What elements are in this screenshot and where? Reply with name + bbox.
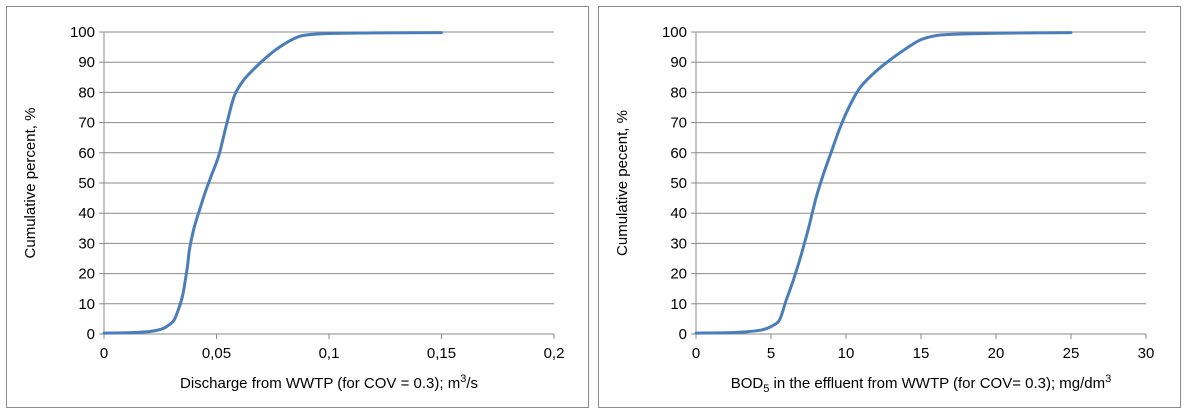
y-tick-label: 100 bbox=[662, 24, 687, 41]
x-axis-title: Discharge from WWTP (for COV = 0.3); m3/… bbox=[180, 373, 478, 392]
y-tick-label: 30 bbox=[78, 235, 95, 252]
x-axis-title-main: in the effluent from WWTP (for COV= 0.3)… bbox=[769, 375, 1105, 392]
series-line bbox=[102, 31, 443, 335]
y-tick-label: 70 bbox=[78, 115, 95, 132]
y-tick-label: 100 bbox=[70, 24, 95, 41]
series-line bbox=[694, 31, 1073, 335]
x-tick-label: 30 bbox=[1138, 345, 1155, 362]
x-tick-label: 0 bbox=[692, 345, 700, 362]
y-tick-label: 0 bbox=[679, 326, 687, 343]
x-tick-label: 25 bbox=[1063, 345, 1080, 362]
x-axis-title-superscript: 3 bbox=[460, 373, 466, 385]
x-tick-label: 10 bbox=[838, 345, 855, 362]
x-tick-label: 0,2 bbox=[544, 345, 565, 362]
y-tick-label: 50 bbox=[78, 175, 95, 192]
x-tick-label: 15 bbox=[913, 345, 930, 362]
chart-discharge: 0 10 20 30 40 50 60 70 80 90 100 0 0,05 0,1 0,15 0,2 Cum… bbox=[22, 24, 565, 392]
y-tick-label: 50 bbox=[670, 175, 687, 192]
y-tick-label: 80 bbox=[670, 84, 687, 101]
x-tick-label: 0,05 bbox=[202, 345, 231, 362]
x-tick-label: 0,1 bbox=[319, 345, 340, 362]
x-tick-label: 20 bbox=[988, 345, 1005, 362]
y-tick-label: 10 bbox=[670, 296, 687, 313]
chart-panel-bod5: 0 10 20 30 40 50 60 70 80 90 100 0 5 10 15 20 25 30 Cumula… bbox=[598, 6, 1181, 408]
x-axis-title-superscript: 3 bbox=[1105, 373, 1111, 385]
y-tick-label: 20 bbox=[670, 266, 687, 283]
x-tick-label: 0 bbox=[100, 345, 108, 362]
y-axis-title: Cumulative percent, % bbox=[22, 108, 39, 259]
chart-bod5: 0 10 20 30 40 50 60 70 80 90 100 0 5 10 15 20 25 30 Cumula… bbox=[614, 24, 1155, 395]
x-axis-title: BOD5 in the effluent from WWTP (for COV=… bbox=[731, 373, 1112, 395]
y-tick-label: 20 bbox=[78, 266, 95, 283]
x-tick-label: 0,15 bbox=[427, 345, 456, 362]
y-axis-title: Cumulative pecent, % bbox=[614, 110, 631, 256]
y-tick-label: 90 bbox=[78, 54, 95, 71]
y-tick-label: 90 bbox=[670, 54, 687, 71]
y-tick-label: 40 bbox=[78, 205, 95, 222]
y-tick-label: 80 bbox=[78, 84, 95, 101]
x-tick-label: 5 bbox=[767, 345, 775, 362]
y-tick-label: 60 bbox=[78, 145, 95, 162]
x-axis-title-unit: /s bbox=[466, 375, 478, 392]
y-tick-label: 30 bbox=[670, 235, 687, 252]
y-tick-label: 60 bbox=[670, 145, 687, 162]
x-axis-title-subscript: 5 bbox=[763, 383, 769, 395]
chart-panel-discharge: 0 10 20 30 40 50 60 70 80 90 100 0 0,05 0,1 0,15 0,2 Cum… bbox=[6, 6, 589, 408]
x-axis-title-main: Discharge from WWTP (for COV = 0.3); m bbox=[180, 375, 460, 392]
y-tick-label: 10 bbox=[78, 296, 95, 313]
y-tick-label: 0 bbox=[87, 326, 95, 343]
y-tick-label: 70 bbox=[670, 115, 687, 132]
x-axis-title-main: BOD bbox=[731, 375, 764, 392]
y-tick-label: 40 bbox=[670, 205, 687, 222]
